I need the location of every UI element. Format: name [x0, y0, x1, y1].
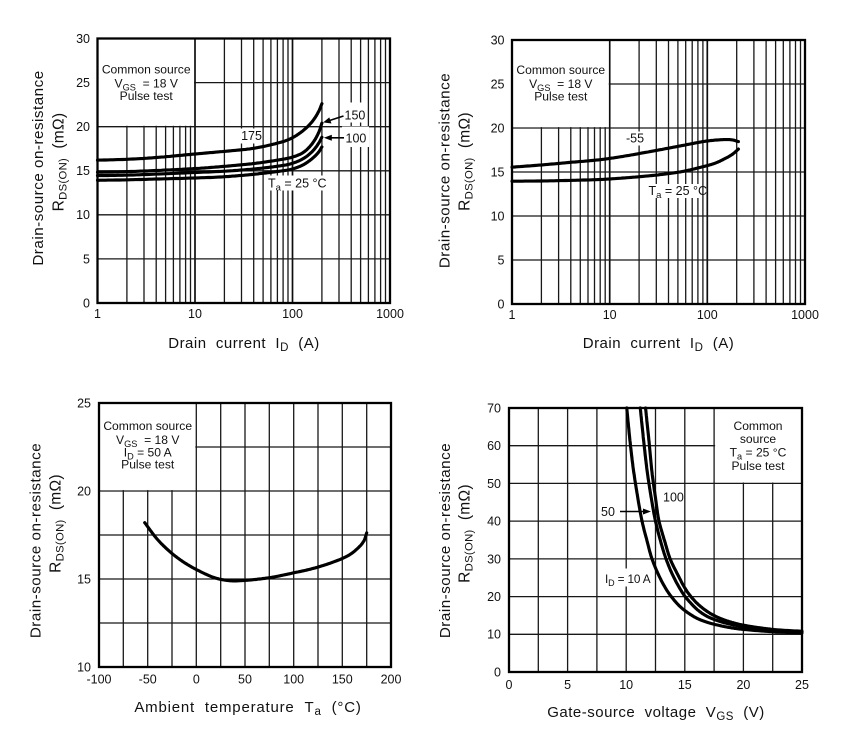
svg-text:-100: -100 [86, 673, 111, 687]
svg-text:175: 175 [241, 129, 262, 143]
svg-text:1000: 1000 [376, 307, 404, 321]
svg-text:50: 50 [238, 673, 252, 687]
svg-text:Pulse test: Pulse test [731, 459, 785, 473]
svg-text:30: 30 [487, 552, 501, 566]
svg-text:30: 30 [491, 33, 505, 47]
svg-text:10: 10 [491, 209, 505, 223]
svg-text:20: 20 [491, 121, 505, 135]
svg-text:40: 40 [487, 515, 501, 529]
svg-text:Ambient temperature Ta (°C): Ambient temperature Ta (°C) [134, 699, 361, 718]
svg-text:Gate-source voltage VGS (V): Gate-source voltage VGS (V) [547, 704, 765, 723]
svg-text:-50: -50 [139, 673, 157, 687]
svg-text:10: 10 [487, 628, 501, 642]
svg-text:15: 15 [678, 678, 692, 692]
svg-text:15: 15 [76, 164, 90, 178]
svg-text:1: 1 [94, 307, 101, 321]
svg-text:100: 100 [283, 673, 304, 687]
svg-text:0: 0 [506, 678, 513, 692]
svg-text:Ta = 25 °C: Ta = 25 °C [268, 177, 327, 194]
svg-text:-55: -55 [626, 132, 644, 146]
svg-text:100: 100 [697, 308, 718, 322]
svg-text:Drain current ID (A): Drain current ID (A) [168, 335, 320, 354]
svg-text:100: 100 [282, 307, 303, 321]
svg-text:10: 10 [619, 678, 633, 692]
svg-text:20: 20 [77, 484, 91, 498]
svg-text:RDS(ON) (mΩ): RDS(ON) (mΩ) [457, 484, 476, 583]
svg-text:Pulse test: Pulse test [121, 458, 175, 472]
svg-text:RDS(ON) (mΩ): RDS(ON) (mΩ) [48, 474, 67, 573]
svg-text:Drain-source on-resistance: Drain-source on-resistance [30, 70, 47, 265]
svg-text:0: 0 [494, 665, 501, 679]
svg-text:50: 50 [487, 477, 501, 491]
svg-text:25: 25 [491, 77, 505, 91]
svg-text:20: 20 [487, 590, 501, 604]
svg-text:Common source: Common source [102, 63, 191, 77]
svg-text:5: 5 [83, 252, 90, 266]
svg-text:Drain-source on-resistance: Drain-source on-resistance [437, 73, 454, 268]
svg-text:150: 150 [345, 109, 366, 123]
svg-text:50: 50 [601, 505, 615, 519]
svg-text:25: 25 [76, 76, 90, 90]
svg-text:ID = 50 A: ID = 50 A [124, 446, 173, 462]
svg-text:Common source: Common source [103, 419, 192, 433]
svg-text:15: 15 [77, 572, 91, 586]
svg-text:10: 10 [603, 308, 617, 322]
svg-text:10: 10 [76, 208, 90, 222]
svg-text:Common source: Common source [516, 63, 605, 77]
svg-text:0: 0 [193, 673, 200, 687]
svg-text:200: 200 [381, 673, 402, 687]
svg-text:25: 25 [795, 678, 809, 692]
svg-text:30: 30 [76, 32, 90, 46]
svg-text:0: 0 [83, 296, 90, 310]
svg-text:1000: 1000 [791, 308, 819, 322]
svg-text:Drain-source on-resistance: Drain-source on-resistance [437, 443, 454, 638]
svg-text:20: 20 [76, 120, 90, 134]
svg-text:RDS(ON) (mΩ): RDS(ON) (mΩ) [457, 112, 476, 211]
svg-text:10: 10 [77, 660, 91, 674]
svg-text:10: 10 [188, 307, 202, 321]
svg-text:Pulse test: Pulse test [534, 90, 588, 104]
svg-text:20: 20 [736, 678, 750, 692]
svg-text:1: 1 [509, 308, 516, 322]
svg-text:Ta = 25 °C: Ta = 25 °C [649, 184, 708, 201]
svg-text:100: 100 [346, 131, 367, 145]
svg-text:Drain-source on-resistance: Drain-source on-resistance [28, 443, 45, 638]
svg-text:70: 70 [487, 401, 501, 415]
svg-text:5: 5 [564, 678, 571, 692]
svg-text:Common: Common [733, 419, 782, 433]
svg-text:60: 60 [487, 439, 501, 453]
svg-text:150: 150 [332, 673, 353, 687]
svg-text:ID = 10 A: ID = 10 A [605, 572, 651, 588]
svg-text:0: 0 [498, 297, 505, 311]
svg-text:Ta = 25 °C: Ta = 25 °C [730, 446, 787, 462]
svg-text:source: source [740, 432, 777, 446]
svg-text:Pulse test: Pulse test [120, 89, 174, 103]
svg-text:5: 5 [498, 253, 505, 267]
svg-text:25: 25 [77, 396, 91, 410]
svg-text:RDS(ON) (mΩ): RDS(ON) (mΩ) [51, 113, 70, 212]
svg-text:15: 15 [491, 165, 505, 179]
svg-text:100: 100 [663, 491, 684, 505]
svg-text:Drain current ID (A): Drain current ID (A) [583, 335, 735, 354]
